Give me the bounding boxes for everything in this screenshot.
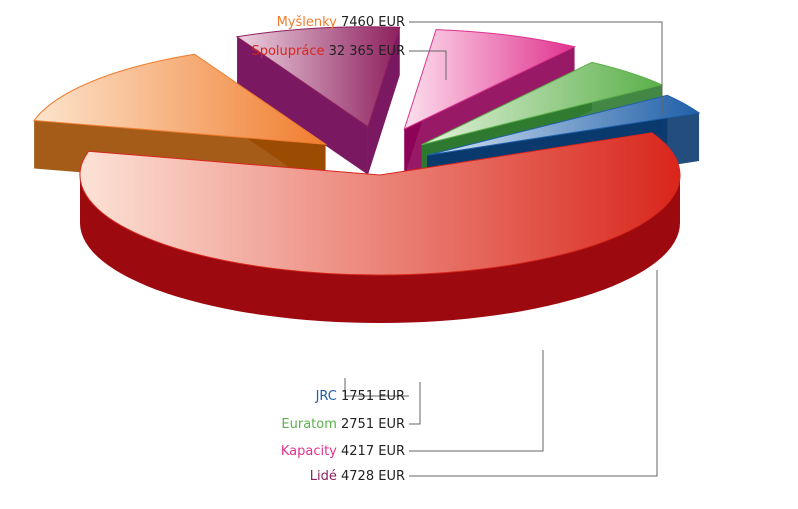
slice-top-spoluprace <box>79 132 681 276</box>
slice-top-jrc <box>427 94 701 156</box>
leader-spoluprace <box>409 50 447 80</box>
label-name-euratom: Euratom <box>281 417 336 432</box>
slice-top-myslenky <box>33 53 328 145</box>
slice-spoluprace <box>79 132 681 323</box>
label-jrc: JRC 1751 EUR <box>315 389 405 404</box>
label-name-myslenky: Myšlenky <box>277 15 338 30</box>
label-value-kapacity: 4217 EUR <box>337 444 405 459</box>
leader-euratom <box>409 382 421 425</box>
label-value-jrc: 1751 EUR <box>337 389 405 404</box>
label-lide: Lidé 4728 EUR <box>310 469 405 484</box>
pie-slices <box>33 26 701 323</box>
leader-lide <box>409 270 658 477</box>
slice-wall-lide <box>237 36 368 175</box>
slice-top-lide <box>235 26 401 128</box>
leader-jrc <box>344 378 409 397</box>
slice-wall-lide <box>367 27 400 175</box>
label-euratom: Euratom 2751 EUR <box>281 417 405 432</box>
label-name-jrc: JRC <box>315 389 337 404</box>
label-spoluprace: Spolupráce 32 365 EUR <box>251 44 405 59</box>
leader-lines <box>344 21 663 477</box>
slice-side-spoluprace <box>80 175 680 323</box>
label-name-spoluprace: Spolupráce <box>251 44 324 59</box>
slice-lide <box>235 26 401 175</box>
slice-labels: Myšlenky 7460 EUR Spolupráce 32 365 EUR JR… <box>251 15 405 484</box>
label-value-myslenky: 7460 EUR <box>337 15 405 30</box>
leader-myslenky <box>409 21 663 115</box>
label-value-euratom: 2751 EUR <box>337 417 405 432</box>
label-name-kapacity: Kapacity <box>281 444 337 459</box>
slice-top-kapacity <box>403 29 577 131</box>
label-myslenky: Myšlenky 7460 EUR <box>277 15 405 30</box>
leader-kapacity <box>409 350 544 452</box>
label-name-lide: Lidé <box>310 469 337 484</box>
label-kapacity: Kapacity 4217 EUR <box>281 444 405 459</box>
label-value-lide: 4728 EUR <box>337 469 405 484</box>
label-value-spoluprace: 32 365 EUR <box>324 44 405 59</box>
